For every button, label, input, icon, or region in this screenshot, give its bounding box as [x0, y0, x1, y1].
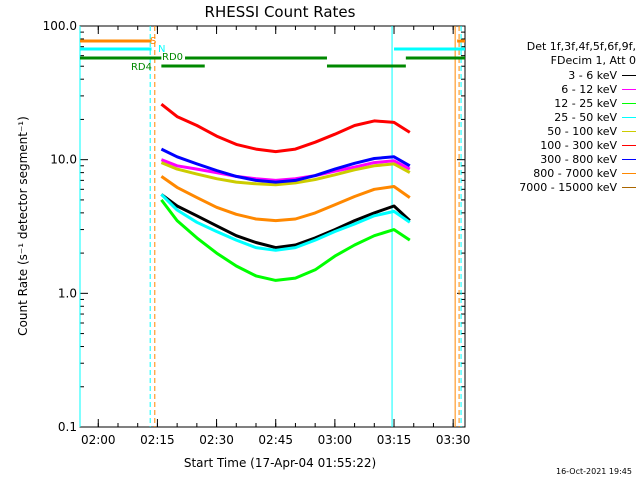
legend-entry: 7000 - 15000 keV — [468, 180, 636, 194]
x-tick-label: 02:15 — [140, 433, 175, 447]
legend-swatch — [622, 116, 636, 118]
flag-label: S — [150, 36, 156, 47]
x-tick-label: 03:00 — [318, 433, 353, 447]
legend-label: 7000 - 15000 keV — [519, 180, 617, 194]
legend-label: 12 - 25 keV — [554, 96, 617, 110]
legend-label: 6 - 12 keV — [561, 82, 617, 96]
chart-title: RHESSI Count Rates — [205, 3, 356, 21]
series-line — [160, 158, 411, 182]
y-tick-label: 10.0 — [50, 153, 77, 167]
legend-label: 50 - 100 keV — [547, 124, 617, 138]
y-tick-label: 0.1 — [58, 420, 77, 434]
series-line — [160, 198, 411, 282]
flag-label: RD4 — [131, 62, 152, 73]
plot-frame — [79, 25, 466, 428]
legend-label: 100 - 300 keV — [540, 138, 617, 152]
flag-label: N — [158, 44, 165, 55]
legend-entry: 6 - 12 keV — [468, 82, 636, 96]
legend-label: 25 - 50 keV — [554, 110, 617, 124]
legend-entry: 3 - 6 keV — [468, 68, 636, 82]
legend-swatch — [622, 130, 636, 132]
legend-swatch — [622, 102, 636, 104]
series-line — [160, 161, 411, 187]
footer-timestamp: 16-Oct-2021 19:45 — [556, 467, 632, 476]
plot-area: 0.1 1.0 10.0 100.0 02:00 02:15 02:30 02:45 03:00… — [43, 19, 471, 447]
legend-entry: 25 - 50 keV — [468, 110, 636, 124]
legend-header-line2: FDecim 1, Att 0 — [550, 54, 636, 67]
legend-label: 800 - 7000 keV — [533, 166, 617, 180]
y-tick-label: 100.0 — [43, 19, 77, 33]
legend-swatch — [622, 144, 636, 146]
x-tick-label: 03:15 — [377, 433, 412, 447]
legend-entry: 12 - 25 keV — [468, 96, 636, 110]
legend-header-line1: Det 1f,3f,4f,5f,6f,9f, — [526, 40, 636, 53]
legend-swatch — [622, 158, 636, 160]
y-tick-label: 1.0 — [58, 286, 77, 300]
series-line — [160, 103, 411, 154]
series-line — [160, 193, 411, 252]
legend-swatch — [622, 88, 636, 90]
legend-entry: 300 - 800 keV — [468, 152, 636, 166]
x-tick-label: 02:00 — [81, 433, 116, 447]
x-tick-label: 02:30 — [199, 433, 234, 447]
legend-swatch — [622, 172, 636, 174]
legend-entry: 50 - 100 keV — [468, 124, 636, 138]
series-line — [160, 147, 411, 184]
legend-rows: 3 - 6 keV 6 - 12 keV 12 - 25 keV 25 - 50 ke… — [468, 68, 636, 194]
x-axis-label: Start Time (17-Apr-04 01:55:22) — [184, 456, 376, 470]
x-tick-label: 02:45 — [258, 433, 293, 447]
series-line — [160, 193, 411, 250]
y-axis-label: Count Rate (s⁻¹ detector segment⁻¹) — [16, 116, 30, 336]
legend-entry: 100 - 300 keV — [468, 138, 636, 152]
legend-label: 300 - 800 keV — [540, 152, 617, 166]
legend-swatch — [622, 74, 636, 76]
x-tick-label: 03:30 — [436, 433, 471, 447]
legend-swatch — [622, 186, 636, 188]
legend: Det 1f,3f,4f,5f,6f,9f, FDecim 1, Att 0 3… — [468, 40, 636, 194]
series-line — [160, 175, 411, 223]
flag-label: RD0 — [162, 52, 183, 63]
legend-label: 3 - 6 keV — [568, 68, 617, 82]
legend-entry: 800 - 7000 keV — [468, 166, 636, 180]
